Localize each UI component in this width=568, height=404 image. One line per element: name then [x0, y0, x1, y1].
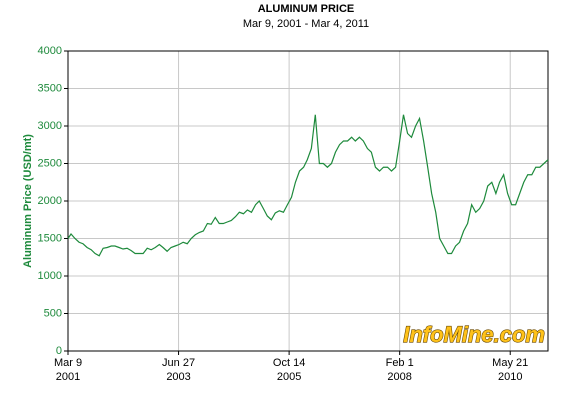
x-tick-label: 2005 [277, 371, 301, 383]
y-tick-label: 500 [44, 307, 62, 319]
x-tick-label: Mar 9 [54, 357, 82, 369]
x-tick-label: 2001 [56, 371, 80, 383]
y-axis-label: Aluminum Price (USD/mt) [22, 134, 34, 268]
x-tick-label: 2008 [387, 371, 411, 383]
x-tick-label: Oct 14 [273, 357, 305, 369]
x-tick-label: Jun 27 [162, 357, 195, 369]
y-tick-label: 3500 [38, 82, 62, 94]
chart-title: ALUMINUM PRICE [258, 3, 355, 15]
y-tick-label: 0 [56, 345, 62, 357]
x-tick-label: 2010 [498, 371, 522, 383]
x-tick-label: May 21 [492, 357, 528, 369]
chart-subtitle: Mar 9, 2001 - Mar 4, 2011 [243, 18, 369, 30]
x-tick-label: 2003 [166, 371, 190, 383]
y-tick-label: 3000 [38, 120, 62, 132]
y-tick-label: 2500 [38, 157, 62, 169]
y-tick-label: 4000 [38, 45, 62, 57]
y-tick-label: 2000 [38, 195, 62, 207]
watermark: InfoMine.com [403, 322, 545, 347]
data-line [67, 114, 549, 257]
x-tick-label: Feb 1 [386, 357, 414, 369]
y-tick-label: 1500 [38, 232, 62, 244]
plot-frame [67, 50, 549, 352]
y-tick-label: 1000 [38, 270, 62, 282]
